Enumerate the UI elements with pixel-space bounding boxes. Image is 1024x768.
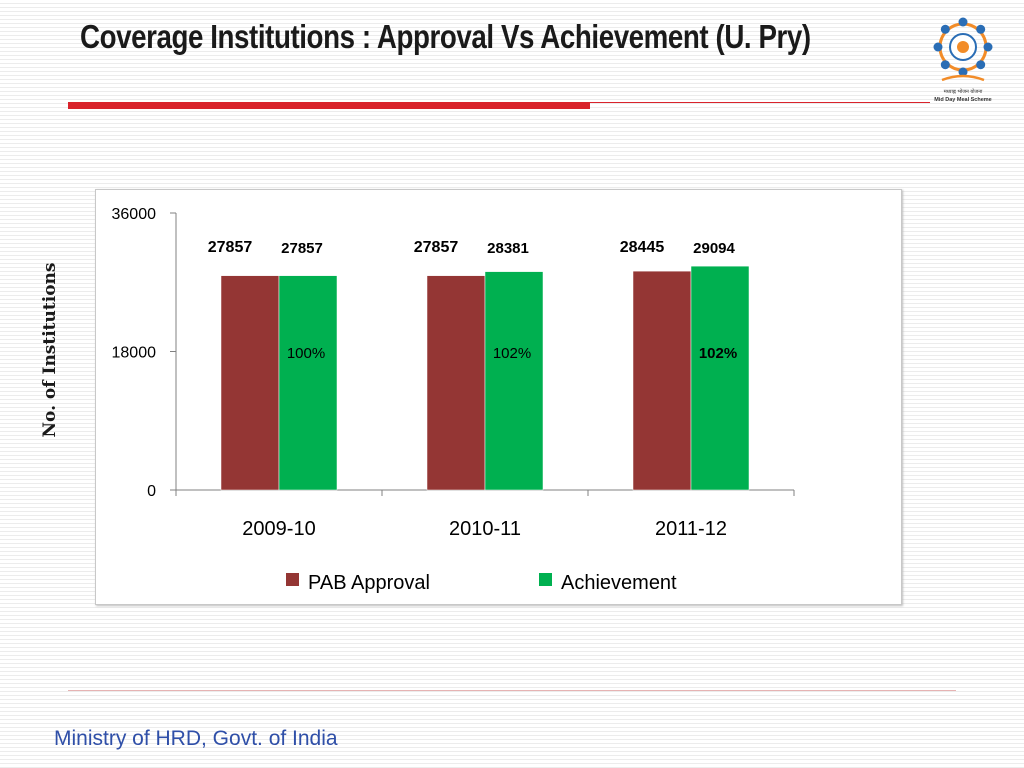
y-tick-label: 18000 [112,345,157,362]
logo-ring-icon [933,17,993,77]
y-tick-label: 36000 [112,206,157,223]
percent-label: 100% [287,345,325,362]
footer-text: Ministry of HRD, Govt. of India [54,727,338,750]
data-label: 28381 [487,240,529,257]
legend-label: PAB Approval [308,572,430,594]
x-tick-label: 2011-12 [655,518,727,540]
percent-label: 102% [493,345,531,362]
legend-label: Achievement [561,572,677,594]
logo-text-hindi: मध्याह्न भोजन योजना [944,88,983,95]
data-label: 29094 [693,240,735,257]
bar-chart: 0 18000 36000 27857 27857 100% 2009-10 27857 283… [112,206,795,594]
bar-pab-approval [426,275,486,491]
data-label: 28445 [620,239,665,256]
legend-swatch-achievement [539,573,552,586]
title-underline-thin-rule [590,102,930,103]
data-label: 27857 [208,239,253,256]
data-label: 27857 [281,240,323,257]
x-tick-label: 2010-11 [449,518,521,540]
data-label: 27857 [414,239,459,256]
percent-label: 102% [699,345,737,362]
bar-pab-approval [632,270,692,491]
bar-achievement [484,271,544,491]
logo-book-icon [941,74,985,82]
y-tick-label: 0 [147,483,156,500]
bar-pab-approval [220,275,280,491]
y-axis-title: No. of Institutions [40,262,60,438]
legend-swatch-pab-approval [286,573,299,586]
footer-divider [68,690,956,691]
mid-day-meal-logo: मध्याह्न भोजन योजना Mid Day Meal Scheme [933,17,993,103]
chart-area: 0 18000 36000 27857 27857 100% 2009-10 27857 283… [95,189,902,605]
bar-achievement [278,275,338,491]
logo-text-english: Mid Day Meal Scheme [934,97,991,103]
bar-achievement [690,265,750,491]
x-tick-label: 2009-10 [242,518,315,540]
title-underline-bar [68,102,590,109]
slide-title: Coverage Institutions : Approval Vs Achi… [80,18,811,55]
